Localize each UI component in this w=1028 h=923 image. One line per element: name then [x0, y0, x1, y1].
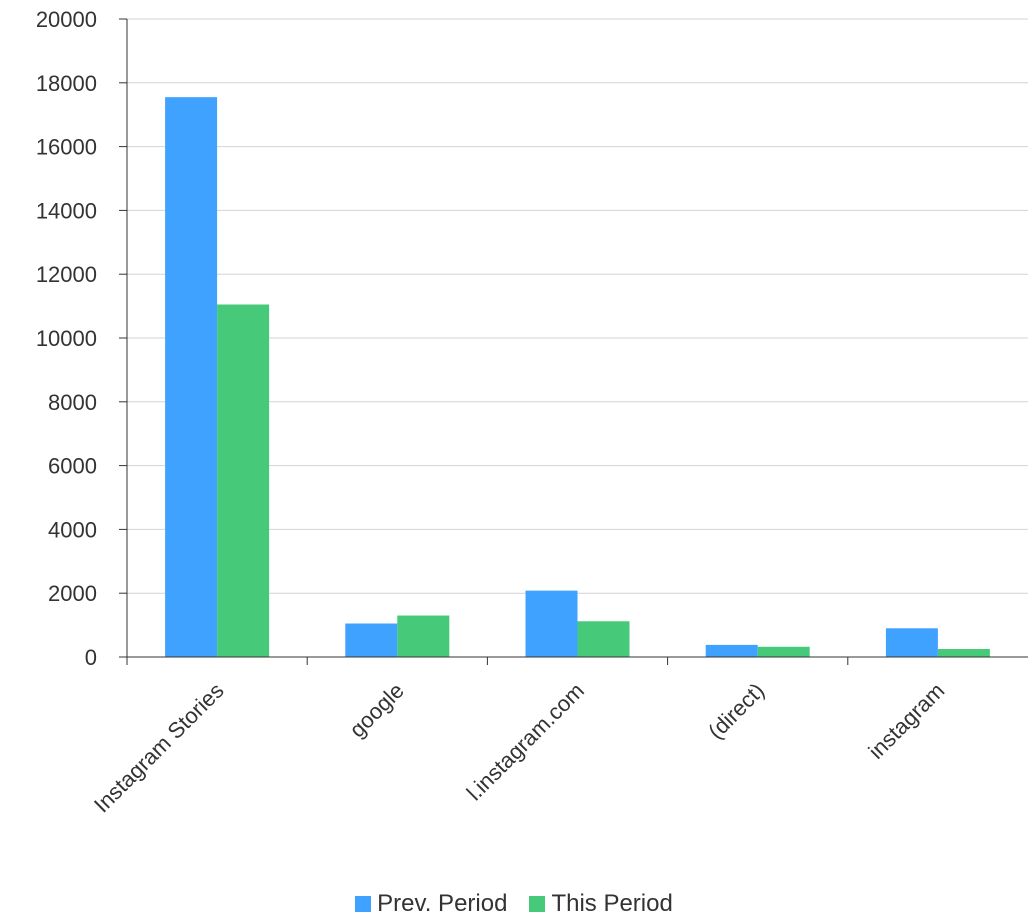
legend-label-this-period: This Period: [551, 890, 673, 917]
x-category-label: Instagram Stories: [89, 678, 229, 818]
y-tick-label: 20000: [36, 7, 97, 32]
bar-this-period[interactable]: [937, 649, 990, 657]
bar-this-period[interactable]: [217, 304, 270, 657]
x-axis-labels: Instagram Stories google l.instagram.com (d…: [89, 678, 949, 818]
y-tick-label: 16000: [36, 135, 97, 160]
x-category-label: google: [344, 678, 408, 742]
bar-prev-period[interactable]: [345, 623, 398, 657]
bars: [165, 97, 990, 657]
x-category-label: l.instagram.com: [462, 678, 589, 805]
legend-item-this-period[interactable]: This Period: [529, 890, 673, 918]
bar-prev-period[interactable]: [525, 590, 578, 657]
y-tick-label: 2000: [48, 581, 97, 606]
bar-prev-period[interactable]: [705, 644, 758, 657]
legend-item-prev-period[interactable]: Prev. Period: [355, 890, 507, 918]
bar-this-period[interactable]: [577, 621, 630, 657]
y-tick-label: 14000: [36, 198, 97, 223]
x-category-label: instagram: [863, 678, 949, 764]
y-tick-label: 10000: [36, 326, 97, 351]
y-tick-label: 8000: [48, 390, 97, 415]
bar-prev-period[interactable]: [165, 97, 218, 657]
y-tick-label: 4000: [48, 517, 97, 542]
y-tick-label: 18000: [36, 71, 97, 96]
y-tick-label: 12000: [36, 262, 97, 287]
gridlines: [127, 18, 1028, 594]
legend-swatch-this-period: [529, 896, 546, 912]
legend-swatch-prev-period: [355, 896, 372, 912]
x-category-label: (direct): [703, 678, 769, 744]
x-axis-ticks: [126, 657, 849, 665]
y-tick-label: 0: [85, 645, 97, 670]
legend: Prev. Period This Period: [0, 890, 1028, 918]
y-axis-ticks: 0 2000 4000 6000 8000 10000 12000 14000 16000 180…: [36, 7, 127, 670]
bar-this-period[interactable]: [397, 615, 450, 657]
y-tick-label: 6000: [48, 454, 97, 479]
bar-this-period[interactable]: [757, 646, 810, 657]
bar-prev-period[interactable]: [885, 628, 938, 657]
legend-label-prev-period: Prev. Period: [377, 890, 508, 917]
